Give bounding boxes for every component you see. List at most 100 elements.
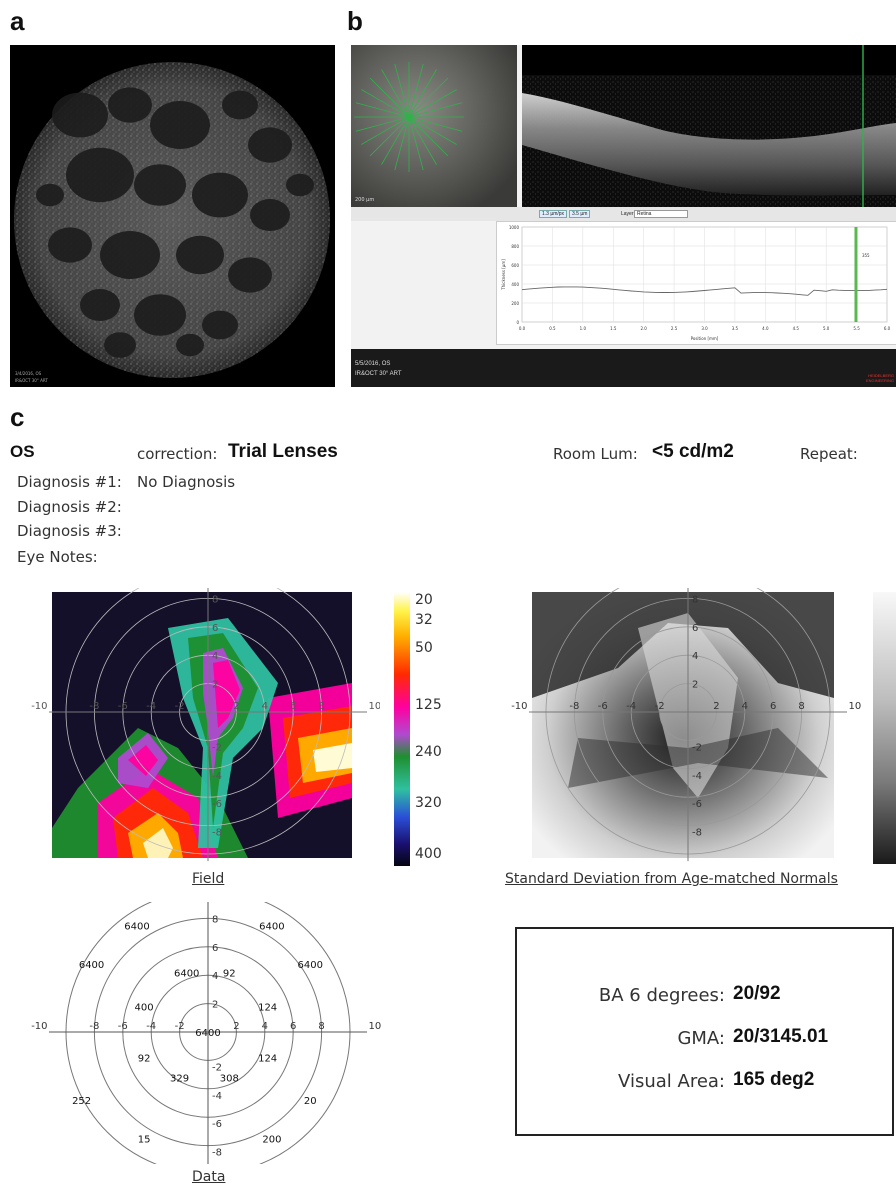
axis-tick-label: 8 [798, 701, 804, 712]
data-value: 124 [258, 1002, 277, 1013]
room-lum-value: <5 cd/m2 [652, 441, 734, 462]
data-value: 6400 [259, 922, 284, 933]
axis-tick-label: -2 [212, 1062, 222, 1073]
thickness-xtick: 2.0 [640, 326, 647, 331]
oct-viewer: 200 µm 1.3 µm/px [351, 45, 896, 387]
thickness-plot-panel: 1000 800 600 400 200 0 0.0 0.5 1.0 1.5 2.0 2.5 3.0 3.… [496, 221, 896, 345]
layer-select[interactable]: Retina [634, 210, 688, 218]
axis-tick-label: 4 [692, 651, 698, 662]
thickness-xtick: 1.0 [580, 326, 587, 331]
axis-tick-label: 4 [212, 651, 218, 662]
summary-gma-label: GMA: [677, 1028, 725, 1049]
layer-label: Layer: [621, 211, 635, 217]
data-value: 400 [135, 1002, 154, 1013]
panel-letter-c: c [10, 402, 25, 432]
summary-gma-value: 20/3145.01 [733, 1026, 829, 1047]
axis-tick-label: 2 [233, 701, 239, 712]
thickness-ytick: 1000 [509, 225, 520, 230]
data-value: 20 [304, 1096, 317, 1107]
colorbar-label: 32 [415, 612, 433, 628]
axis-tick-label: -6 [118, 1021, 128, 1032]
thickness-marker-value: 355 [862, 253, 870, 258]
thickness-ytick: 0 [516, 320, 519, 325]
eye-label: OS [10, 442, 35, 461]
diagnosis-2-label: Diagnosis #2: [17, 498, 122, 516]
data-value: 6400 [79, 960, 104, 971]
correction-value: Trial Lenses [228, 441, 338, 462]
sd-caption: Standard Deviation from Age-matched Norm… [505, 871, 838, 887]
axis-tick-label: -8 [212, 828, 222, 839]
axis-end-label: 10 [848, 701, 861, 712]
panel-letter-a: a [10, 6, 25, 36]
field-region [143, 828, 173, 858]
summary-ba6-value: 20/92 [733, 983, 781, 1004]
thickness-xtick: 4.5 [793, 326, 800, 331]
heidelberg-logo: HEIDELBERG ENGINEERING [865, 373, 894, 383]
axis-tick-label: -4 [146, 701, 156, 712]
axis-tick-label: 2 [692, 680, 698, 691]
axis-tick-label: -4 [692, 771, 702, 782]
axis-tick-label: 6 [212, 943, 218, 954]
panel-letter-b: b [347, 6, 363, 36]
thickness-xtick: 0.5 [549, 326, 556, 331]
axis-tick-label: -6 [212, 799, 222, 810]
thickness-xlabel: Position [mm] [691, 336, 719, 341]
axis-tick-label: -4 [212, 1091, 222, 1102]
data-value: 124 [258, 1054, 277, 1065]
toolbar-btn-1[interactable]: 1.3 µm/px [539, 210, 568, 218]
axis-tick-label: -6 [118, 701, 128, 712]
axis-tick-label: 8 [318, 701, 324, 712]
colorbar-label: 125 [415, 697, 442, 713]
thickness-plot: 1000 800 600 400 200 00.0 0.5 1.0 1.5 2.0 2.5 3.0 3.… [501, 225, 891, 341]
data-values: 6400 6400 6400 6400 92 6400 400 124 6400 92 124 252… [72, 922, 323, 1146]
thickness-ytick: 400 [511, 282, 519, 287]
oct-angiography-image: 3/4/2016, OS IR&OCT 30° ART [10, 45, 335, 387]
scale-bar-label: 200 µm [355, 197, 374, 203]
axis-tick-label: 2 [713, 701, 719, 712]
axis-tick-label: 6 [692, 623, 698, 634]
data-value: 92 [138, 1054, 151, 1065]
data-caption: Data [192, 1169, 226, 1185]
polar-grid: -10 10 -8 -6 -4 -2 2 4 6 8 8 6 4 2 -2 -4 -6 -8 [31, 588, 380, 862]
eye-notes-label: Eye Notes: [17, 548, 98, 566]
footer-mode: IR&OCT 30° ART [355, 371, 402, 377]
polar-grid: -10 10 -8 -6 -4 -2 2 4 6 8 8 6 4 2 -2 -4 -6 -8 [511, 588, 861, 862]
summary-ba6-label: BA 6 degrees: [598, 985, 725, 1006]
axis-tick-label: -2 [175, 1021, 185, 1032]
axis-tick-label: 4 [212, 971, 218, 982]
axis-tick-label: -8 [89, 1021, 99, 1032]
field-region [213, 660, 240, 728]
bscan-graphic [522, 45, 896, 207]
data-value: 6400 [174, 968, 199, 979]
viewer-footer: 5/5/2016, OS IR&OCT 30° ART HEIDELBERG E… [351, 349, 896, 387]
axis-end-label: -10 [31, 1021, 47, 1032]
axis-tick-label: -6 [692, 799, 702, 810]
field-caption: Field [192, 871, 225, 887]
axis-tick-label: -8 [692, 828, 702, 839]
data-value: 252 [72, 1096, 91, 1107]
field-region [128, 745, 158, 776]
toolbar-btn-2[interactable]: 3.5 µm [569, 210, 591, 218]
axis-tick-label: -2 [175, 701, 185, 712]
colorbar-label: 240 [415, 744, 442, 760]
axis-tick-label: 6 [290, 701, 296, 712]
footer-date: 5/5/2016, OS [355, 361, 391, 367]
colorbar-label: 50 [415, 640, 433, 656]
thickness-ytick: 200 [511, 301, 519, 306]
summary-visual-area-label: Visual Area: [618, 1071, 725, 1092]
diagnosis-1-label: Diagnosis #1: [17, 473, 122, 491]
colorbar-label: 320 [415, 795, 442, 811]
axis-tick-label: 4 [262, 1021, 268, 1032]
thickness-position-marker [854, 227, 858, 322]
axis-tick-label: -4 [146, 1021, 156, 1032]
correction-label: correction: [137, 445, 218, 463]
standard-deviation-map: -10 10 -8 -6 -4 -2 2 4 6 8 8 6 4 2 -2 -4 -6 -8 [511, 588, 861, 862]
colorbar-label: 20 [415, 592, 433, 608]
diagnosis-1-value: No Diagnosis [137, 473, 236, 491]
room-lum-label: Room Lum: [553, 445, 638, 463]
axis-tick-label: 6 [290, 1021, 296, 1032]
axis-tick-label: 8 [318, 1021, 324, 1032]
data-value: 308 [220, 1073, 239, 1084]
thickness-xtick: 4.0 [762, 326, 769, 331]
